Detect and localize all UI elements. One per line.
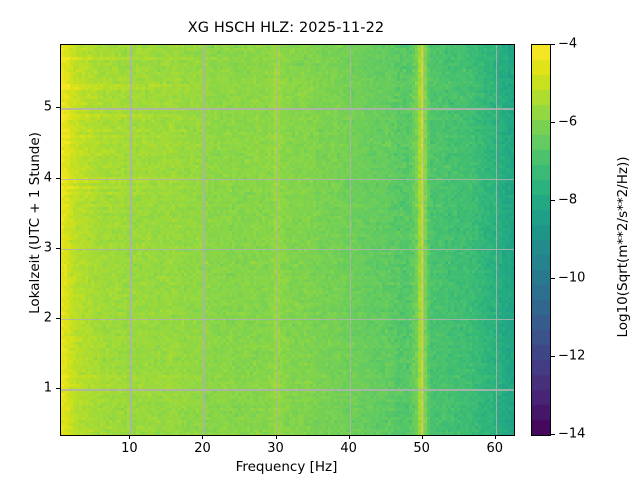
y-tick-mark <box>56 247 60 249</box>
y-tick-mark <box>56 388 60 390</box>
y-axis-label: Lokalzeit (UTC + 1 Stunde) <box>27 132 43 314</box>
gridline-horizontal <box>61 178 514 180</box>
gridline-vertical <box>276 45 278 435</box>
colorbar-tick-label: −4 <box>558 36 578 52</box>
gridline-vertical <box>203 45 205 435</box>
gridline-horizontal <box>61 108 514 110</box>
gridline-vertical <box>495 45 498 435</box>
colorbar-tick-label: −6 <box>558 114 578 130</box>
y-tick-label: 2 <box>43 310 52 326</box>
x-axis-label: Frequency [Hz] <box>235 459 338 475</box>
x-tick-label: 20 <box>194 441 211 456</box>
colorbar-tick-mark <box>551 434 555 435</box>
colorbar-tick-mark <box>551 200 555 201</box>
x-tick-mark <box>348 435 350 439</box>
colorbar-tick-mark <box>551 278 555 279</box>
x-tick-label: 30 <box>267 441 284 456</box>
colorbar-tick-mark <box>551 356 555 357</box>
colorbar-tick-label: −14 <box>558 426 586 442</box>
colorbar-tick-mark <box>551 44 555 45</box>
x-tick-mark <box>202 435 204 439</box>
spectrogram-image <box>61 45 514 435</box>
gridline-vertical <box>130 45 132 435</box>
gridline-vertical <box>349 45 351 435</box>
x-tick-label: 40 <box>340 441 357 456</box>
colorbar-tick-label: −10 <box>558 270 586 286</box>
y-tick-label: 5 <box>43 99 52 115</box>
x-tick-mark <box>129 435 131 439</box>
colorbar <box>531 44 551 436</box>
gridline-horizontal <box>61 319 514 321</box>
colorbar-tick-label: −8 <box>558 192 578 208</box>
y-tick-label: 4 <box>43 170 52 185</box>
y-tick-mark <box>56 107 60 109</box>
colorbar-gradient <box>532 45 550 435</box>
y-tick-label: 1 <box>43 380 52 396</box>
y-tick-mark <box>56 318 60 320</box>
colorbar-tick-label: −12 <box>558 348 586 364</box>
x-tick-label: 10 <box>121 441 138 456</box>
x-tick-label: 50 <box>413 441 430 456</box>
y-tick-mark <box>56 177 60 179</box>
colorbar-tick-mark <box>551 122 555 123</box>
gridline-vertical <box>422 45 424 435</box>
x-tick-mark <box>421 435 423 439</box>
y-tick-label: 3 <box>43 240 52 256</box>
colorbar-label: Log10(Sqrt(m**2/s**2/Hz)) <box>615 156 631 338</box>
page-title: XG HSCH HLZ: 2025-11-22 <box>187 20 385 36</box>
x-tick-mark <box>494 435 496 439</box>
gridline-horizontal <box>61 248 514 251</box>
gridline-horizontal <box>61 389 514 391</box>
x-tick-mark <box>275 435 277 439</box>
spectrogram-axes <box>60 44 515 436</box>
x-tick-label: 60 <box>486 441 503 456</box>
